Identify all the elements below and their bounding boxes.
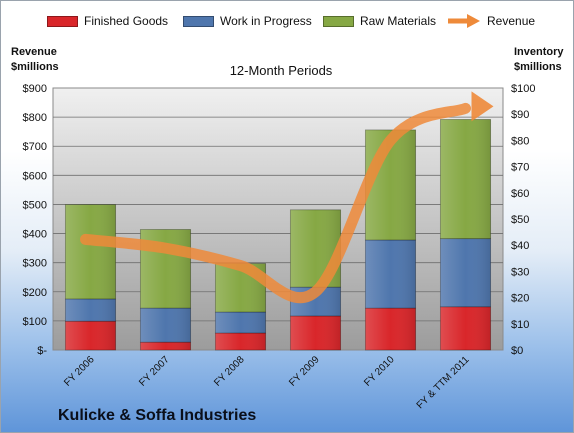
legend-label-finished-goods: Finished Goods [84,14,169,28]
plot-area [52,87,504,351]
right-tick-label: $100 [511,83,535,95]
right-tick-label: $70 [511,162,529,174]
company-name: Kulicke & Soffa Industries [58,407,257,424]
left-tick-label: $200 [23,287,47,299]
right-axis-title-line1: Inventory [514,46,564,58]
category-label: FY & TTM 2011 [415,354,472,411]
bar-finished-goods-shade [290,315,341,350]
right-tick-label: $0 [511,345,523,357]
left-tick-label: $700 [23,141,47,153]
legend-swatch-work-in-progress [183,15,214,27]
right-axis-title: Inventory $millions [514,45,564,75]
legend-label-raw-materials: Raw Materials [360,14,437,28]
revenue-arrowhead [471,91,494,122]
left-tick-label: $- [37,345,47,357]
category-label: FY 2007 [137,354,172,389]
legend-item-finished-goods: Finished Goods [47,14,168,28]
left-tick-label: $400 [23,229,47,241]
left-tick-label: $300 [23,258,47,270]
revenue-line [80,102,471,304]
bar-work-in-progress-shade [65,298,116,322]
legend-swatch-finished-goods [47,15,78,27]
left-axis-title-line2: $millions [11,61,59,73]
legend-item-raw-materials: Raw Materials [323,14,436,28]
left-axis-title: Revenue $millions [11,45,59,75]
bar-raw-materials-shade [440,119,491,239]
bar-finished-goods-shade [365,308,416,350]
left-tick-label: $600 [23,170,47,182]
bar-raw-materials-shade [65,204,116,299]
bar-work-in-progress-shade [365,239,416,309]
legend-item-work-in-progress: Work in Progress [183,14,312,28]
legend-item-revenue: Revenue [447,14,535,28]
legend-label-work-in-progress: Work in Progress [220,14,312,28]
legend-label-revenue: Revenue [487,14,536,28]
right-tick-label: $30 [511,266,529,278]
legend-arrow-revenue [448,14,480,28]
left-axis-title-line1: Revenue [11,46,57,58]
bar-finished-goods-shade [215,332,266,350]
right-tick-label: $20 [511,293,529,305]
bar-work-in-progress-shade [440,238,491,307]
bar-finished-goods-shade [140,342,191,350]
right-tick-label: $90 [511,109,529,121]
right-axis-title-line2: $millions [514,61,562,73]
left-tick-label: $800 [23,112,47,124]
left-tick-label: $900 [23,83,47,95]
bar-work-in-progress-shade [140,308,191,343]
right-tick-label: $40 [511,240,529,252]
right-tick-label: $60 [511,188,529,200]
left-tick-label: $100 [23,316,47,328]
category-label: FY 2008 [212,354,247,389]
right-tick-label: $80 [511,135,529,147]
category-label: FY 2009 [287,354,322,389]
category-label: FY 2010 [362,354,397,389]
bar-finished-goods-shade [440,306,491,350]
bar-work-in-progress-shade [215,312,266,333]
category-label: FY 2006 [62,354,97,389]
left-tick-label: $500 [23,199,47,211]
chart-subtitle: 12-Month Periods [229,63,333,78]
right-tick-label: $10 [511,319,529,331]
legend: Finished Goods Work in Progress Raw Mate… [1,14,573,34]
right-tick-label: $50 [511,214,529,226]
bar-finished-goods-shade [65,321,116,350]
legend-swatch-raw-materials [323,15,354,27]
